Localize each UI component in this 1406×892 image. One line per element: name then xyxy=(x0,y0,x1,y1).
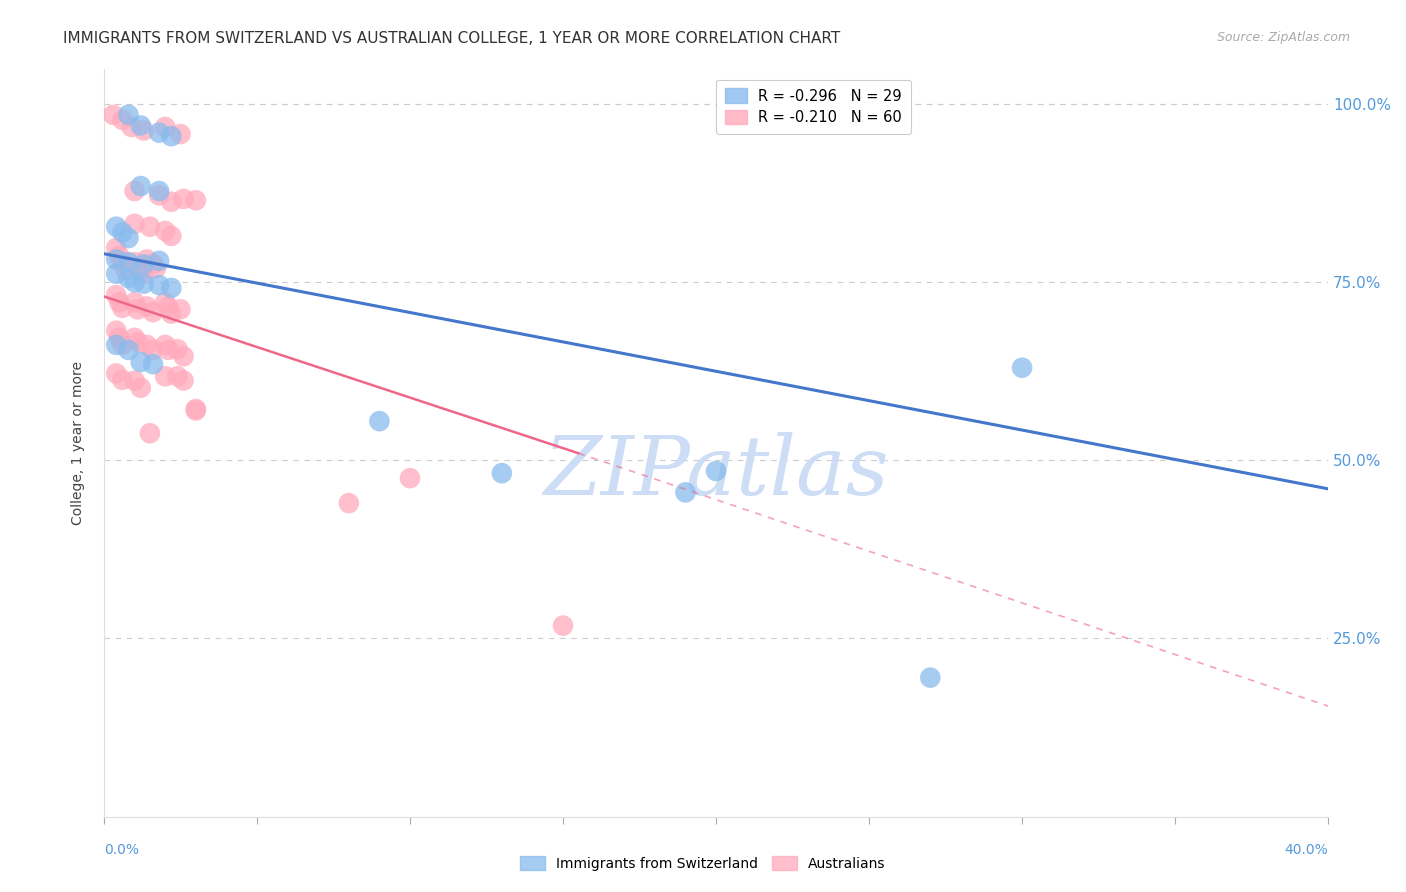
Legend: Immigrants from Switzerland, Australians: Immigrants from Switzerland, Australians xyxy=(515,851,891,876)
Point xyxy=(173,374,195,388)
Point xyxy=(148,278,170,293)
Text: IMMIGRANTS FROM SWITZERLAND VS AUSTRALIAN COLLEGE, 1 YEAR OR MORE CORRELATION CH: IMMIGRANTS FROM SWITZERLAND VS AUSTRALIA… xyxy=(63,31,841,46)
Point xyxy=(184,194,207,208)
Text: ZIPatlas: ZIPatlas xyxy=(543,433,889,512)
Point xyxy=(129,355,152,369)
Point xyxy=(153,120,176,134)
Point xyxy=(127,302,149,317)
Point xyxy=(139,219,162,234)
Point xyxy=(169,302,191,317)
Point xyxy=(135,252,157,267)
Point xyxy=(105,324,128,338)
Point xyxy=(148,184,170,198)
Point xyxy=(1011,360,1033,375)
Point xyxy=(132,277,155,291)
Point xyxy=(132,123,155,137)
Y-axis label: College, 1 year or more: College, 1 year or more xyxy=(72,360,86,524)
Point xyxy=(117,255,139,269)
Point xyxy=(135,338,157,352)
Point xyxy=(108,295,131,310)
Point xyxy=(124,184,146,198)
Point xyxy=(142,357,165,371)
Point xyxy=(145,260,167,275)
Point xyxy=(920,671,942,685)
Point xyxy=(129,179,152,194)
Point xyxy=(124,275,146,289)
Point xyxy=(124,255,146,269)
Point xyxy=(114,262,136,277)
Point xyxy=(117,343,139,357)
Point xyxy=(105,252,128,267)
Point xyxy=(142,305,165,319)
Point xyxy=(124,331,146,345)
Point xyxy=(117,108,139,122)
Point xyxy=(135,300,157,314)
Point xyxy=(160,194,183,209)
Point xyxy=(160,228,183,243)
Point xyxy=(675,485,697,500)
Point xyxy=(105,267,128,281)
Point xyxy=(704,464,727,478)
Point xyxy=(129,262,152,277)
Point xyxy=(157,300,180,314)
Point xyxy=(127,334,149,349)
Text: 0.0%: 0.0% xyxy=(104,843,139,857)
Point xyxy=(184,403,207,417)
Point xyxy=(153,295,176,310)
Point xyxy=(129,381,152,395)
Point xyxy=(160,281,183,295)
Text: Source: ZipAtlas.com: Source: ZipAtlas.com xyxy=(1216,31,1350,45)
Point xyxy=(148,253,170,268)
Point xyxy=(111,373,134,387)
Point xyxy=(368,414,391,428)
Point xyxy=(160,129,183,144)
Point xyxy=(132,257,155,271)
Point xyxy=(184,402,207,417)
Legend: R = -0.296   N = 29, R = -0.210   N = 60: R = -0.296 N = 29, R = -0.210 N = 60 xyxy=(716,79,911,134)
Point xyxy=(111,255,134,269)
Point xyxy=(551,618,574,632)
Text: 40.0%: 40.0% xyxy=(1285,843,1329,857)
Point xyxy=(105,241,128,255)
Point xyxy=(101,108,124,122)
Point xyxy=(166,369,188,384)
Point xyxy=(117,231,139,245)
Point xyxy=(153,224,176,238)
Point xyxy=(148,188,170,202)
Point xyxy=(166,342,188,356)
Point xyxy=(173,192,195,206)
Point xyxy=(124,295,146,310)
Point xyxy=(124,374,146,388)
Point xyxy=(399,471,422,485)
Point xyxy=(108,249,131,263)
Point xyxy=(142,257,165,271)
Point xyxy=(139,426,162,441)
Point xyxy=(105,288,128,302)
Point xyxy=(111,301,134,315)
Point xyxy=(148,126,170,140)
Point xyxy=(337,496,360,510)
Point xyxy=(142,343,165,357)
Point xyxy=(105,219,128,234)
Point xyxy=(105,367,128,381)
Point xyxy=(173,349,195,363)
Point xyxy=(108,331,131,345)
Point xyxy=(153,369,176,384)
Point xyxy=(491,466,513,480)
Point xyxy=(157,343,180,357)
Point xyxy=(111,338,134,352)
Point xyxy=(124,217,146,231)
Point xyxy=(153,338,176,352)
Point xyxy=(105,338,128,352)
Point xyxy=(111,112,134,127)
Point xyxy=(129,119,152,133)
Point xyxy=(169,127,191,141)
Point xyxy=(111,226,134,240)
Point xyxy=(121,120,143,134)
Point xyxy=(160,307,183,321)
Point xyxy=(117,271,139,285)
Point xyxy=(132,267,155,281)
